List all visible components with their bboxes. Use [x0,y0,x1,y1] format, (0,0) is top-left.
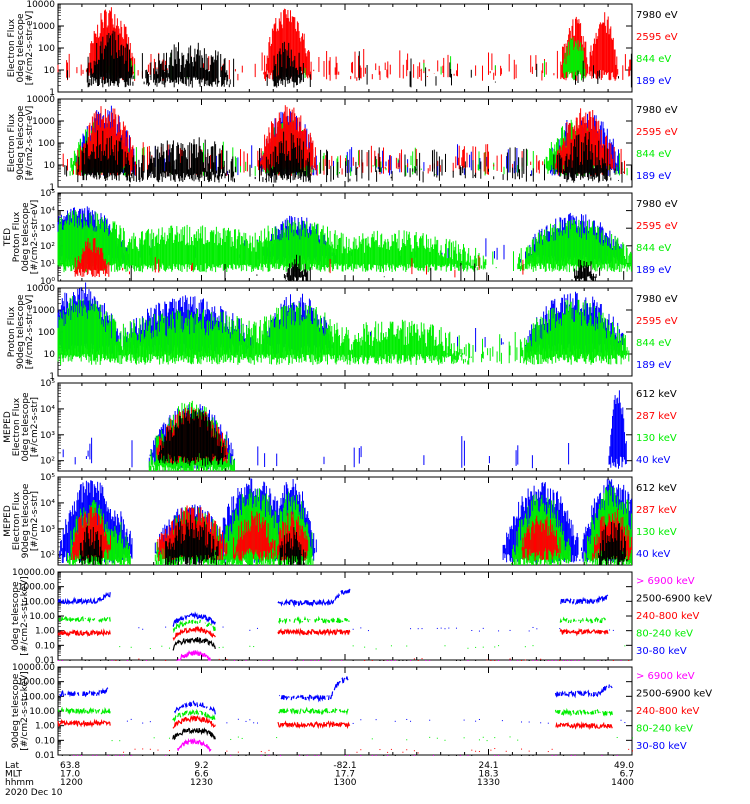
series-red [63,105,624,176]
legend-entry: 2595 eV [636,221,678,232]
y-tick-label: 10⁴ [40,207,55,217]
y-tick-label: 10 [44,350,56,360]
legend-entry: 7980 eV [636,199,678,210]
y-tick-label: 10 [44,161,56,171]
legend-entry: 844 eV [636,243,671,254]
y-tick-label: 10000 [26,0,55,10]
legend-entry: 612 keV [636,389,677,400]
y-tick-label: 10² [40,457,55,467]
legend-entry: 7980 eV [636,105,678,116]
legend-entry: 189 eV [636,265,671,276]
legend-entry: 844 eV [636,338,671,349]
panel-frame [58,99,632,187]
legend-entry: 2595 eV [636,316,678,327]
y-axis-label: [#/cm2-s-str] [30,397,40,457]
legend-entry: 189 eV [636,76,671,87]
y-tick-label: 10 [44,66,56,76]
y-axis-label: [#/cm2-s-str-eV] [30,200,40,275]
series-black [58,31,631,88]
panel-frame [58,383,632,471]
legend-entry: 287 keV [636,411,677,422]
y-tick-label: 10000 [26,284,55,294]
panel-frame [58,4,632,92]
y-tick-label: 1000 [32,306,55,316]
legend-entry: 40 keV [636,455,670,466]
y-tick-label: 10² [40,242,55,252]
legend-entry: 2595 eV [636,127,678,138]
y-tick-label: 10³ [40,224,55,234]
legend-entry: 844 eV [636,149,671,160]
y-tick-label: 100 [38,44,55,54]
y-tick-label: 10³ [40,431,55,441]
y-tick-label: 100 [38,139,55,149]
y-tick-label: 10000 [26,95,55,105]
y-tick-label: 10⁵ [40,189,55,199]
legend-entry: 130 keV [636,433,677,444]
series-blue [63,390,626,469]
legend-entry: 2595 eV [636,32,678,43]
series-green [58,210,631,272]
y-tick-label: 1000 [32,117,55,127]
legend-entry: 189 eV [636,360,671,371]
y-tick-label: 1000 [32,22,55,32]
y-tick-label: 100 [38,328,55,338]
series-black [58,130,631,182]
legend-entry: 844 eV [636,54,671,65]
y-tick-label: 10⁴ [40,405,55,415]
legend-entry: 7980 eV [636,294,678,305]
legend-entry: 189 eV [636,171,671,182]
legend-entry: 7980 eV [636,10,678,21]
y-tick-label: 10⁵ [40,379,55,389]
y-tick-label: 10¹ [40,259,55,269]
